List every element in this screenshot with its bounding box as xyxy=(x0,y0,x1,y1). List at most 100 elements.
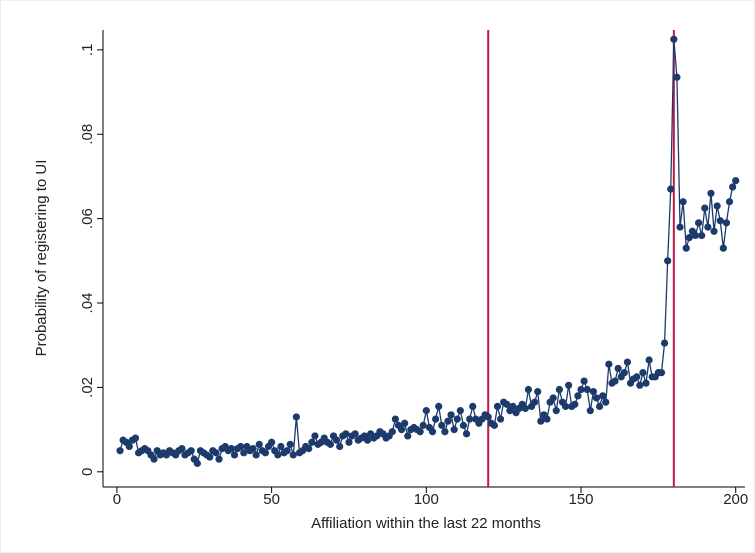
x-axis-title: Affiliation within the last 22 months xyxy=(311,515,541,532)
marker xyxy=(589,388,597,396)
marker xyxy=(592,394,601,402)
marker xyxy=(620,369,628,377)
marker xyxy=(249,445,257,453)
marker xyxy=(252,451,260,459)
marker xyxy=(116,447,124,455)
marker xyxy=(438,421,446,429)
marker xyxy=(719,244,727,252)
marker xyxy=(363,436,372,444)
marker xyxy=(552,407,560,415)
marker xyxy=(623,358,632,366)
marker xyxy=(388,428,396,436)
marker xyxy=(342,430,350,438)
marker xyxy=(469,402,477,411)
marker xyxy=(537,417,545,425)
marker xyxy=(673,73,681,81)
marker xyxy=(435,402,443,411)
marker xyxy=(676,223,684,231)
x-tick-label: 50 xyxy=(263,491,280,508)
marker xyxy=(657,369,666,377)
marker xyxy=(450,426,458,434)
marker xyxy=(311,432,319,440)
marker xyxy=(691,231,700,240)
marker xyxy=(586,407,594,415)
marker xyxy=(462,430,471,438)
marker xyxy=(577,385,585,394)
y-tick-label: .08 xyxy=(79,124,96,145)
marker xyxy=(274,451,282,459)
marker xyxy=(670,35,678,43)
marker xyxy=(595,402,604,411)
marker xyxy=(490,421,498,429)
marker xyxy=(206,453,214,461)
marker xyxy=(679,198,687,206)
marker xyxy=(401,419,409,427)
marker xyxy=(305,445,313,453)
marker xyxy=(660,339,669,347)
marker xyxy=(580,377,588,385)
marker xyxy=(193,459,201,467)
marker xyxy=(710,227,718,235)
y-tick-label: 0 xyxy=(79,468,96,476)
marker xyxy=(534,388,542,396)
marker xyxy=(565,381,573,389)
marker xyxy=(682,244,690,252)
marker xyxy=(432,415,440,423)
marker xyxy=(308,438,316,446)
marker xyxy=(602,398,610,406)
marker xyxy=(351,430,359,438)
marker xyxy=(215,455,223,463)
marker xyxy=(561,402,570,411)
marker xyxy=(326,440,335,448)
marker xyxy=(633,373,641,381)
marker xyxy=(422,407,430,415)
marker xyxy=(732,177,740,185)
marker xyxy=(125,442,133,451)
marker xyxy=(255,440,263,448)
y-tick-label: .02 xyxy=(79,377,96,398)
marker xyxy=(642,379,650,387)
marker xyxy=(447,411,455,419)
marker xyxy=(729,183,737,191)
marker xyxy=(707,189,715,197)
marker xyxy=(444,417,452,425)
marker xyxy=(605,360,613,368)
marker xyxy=(521,404,529,413)
marker xyxy=(466,415,474,423)
marker xyxy=(237,442,245,451)
marker xyxy=(289,451,297,459)
marker xyxy=(698,231,706,240)
marker xyxy=(524,385,533,394)
marker xyxy=(543,415,551,423)
marker xyxy=(441,428,449,436)
marker xyxy=(240,449,248,457)
y-axis-title: Probability of registering to UI xyxy=(33,160,50,357)
marker xyxy=(667,185,675,193)
marker xyxy=(571,400,579,408)
marker xyxy=(131,434,140,442)
marker xyxy=(268,438,276,446)
marker xyxy=(701,204,709,212)
marker xyxy=(419,421,427,429)
marker xyxy=(227,445,235,453)
marker xyxy=(583,385,591,394)
marker xyxy=(574,392,582,400)
marker xyxy=(636,381,644,389)
marker xyxy=(336,442,344,451)
marker xyxy=(704,223,712,231)
marker xyxy=(725,198,734,206)
marker xyxy=(503,400,511,408)
marker xyxy=(292,413,300,421)
marker xyxy=(230,451,239,459)
marker xyxy=(277,442,285,451)
y-tick-label: .04 xyxy=(79,293,96,314)
marker xyxy=(345,438,353,446)
marker xyxy=(722,219,731,227)
marker xyxy=(713,202,721,210)
marker xyxy=(416,428,424,436)
marker xyxy=(493,402,502,411)
x-tick-label: 150 xyxy=(569,491,594,508)
marker xyxy=(391,415,399,423)
marker xyxy=(187,447,195,455)
